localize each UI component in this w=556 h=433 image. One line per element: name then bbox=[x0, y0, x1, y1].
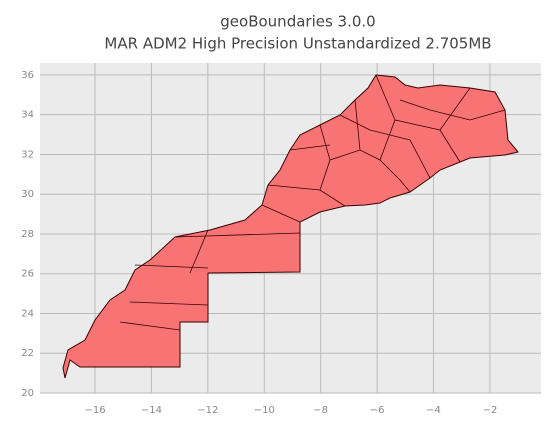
y-tick-label: 24 bbox=[21, 308, 34, 319]
x-tick-label: −2 bbox=[483, 405, 498, 416]
x-tick-label: −8 bbox=[313, 405, 328, 416]
x-tick-label: −16 bbox=[84, 405, 105, 416]
y-tick-label: 20 bbox=[21, 388, 34, 399]
region-borders bbox=[119, 74, 506, 331]
title-line: geoBoundaries 3.0.0 bbox=[220, 13, 375, 31]
x-tick-label: −4 bbox=[426, 405, 441, 416]
y-tick-label: 28 bbox=[21, 229, 34, 240]
x-tick-label: −10 bbox=[254, 405, 275, 416]
x-tick-label: −12 bbox=[197, 405, 218, 416]
country-shape bbox=[62, 74, 519, 379]
title-line: MAR ADM2 High Precision Unstandardized 2… bbox=[104, 35, 491, 53]
y-tick-label: 30 bbox=[21, 189, 34, 200]
y-tick-label: 36 bbox=[21, 70, 34, 81]
country-outline bbox=[62, 74, 519, 379]
y-tick-label: 22 bbox=[21, 348, 34, 359]
x-tick-label: −6 bbox=[370, 405, 385, 416]
y-tick-label: 26 bbox=[21, 269, 34, 280]
y-tick-label: 32 bbox=[21, 149, 34, 160]
x-tick-label: −14 bbox=[141, 405, 162, 416]
y-tick-label: 34 bbox=[21, 110, 34, 121]
